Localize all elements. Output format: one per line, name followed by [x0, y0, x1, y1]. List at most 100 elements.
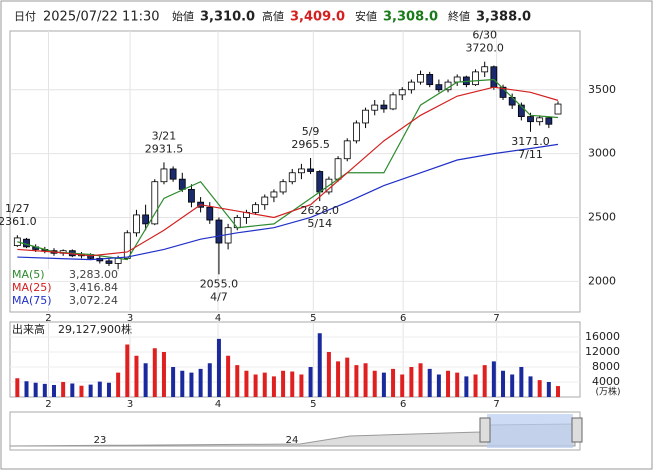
candle-body	[279, 181, 287, 193]
volume-bar	[436, 374, 441, 397]
candle-body	[288, 172, 296, 183]
legend-value: 3,283.00	[69, 268, 118, 281]
candle-body	[307, 168, 314, 172]
x-tick-label: 4	[215, 313, 221, 324]
candle-body	[472, 71, 479, 86]
x-tick-label: 7	[493, 313, 499, 324]
volume-bar	[70, 383, 75, 397]
volume-bar	[51, 385, 56, 397]
candle-body	[554, 103, 562, 115]
candle-body	[352, 122, 360, 142]
candle-body	[233, 217, 241, 229]
volume-bar	[537, 380, 542, 397]
candle-body	[160, 168, 168, 183]
annotation-date: 3/21	[152, 129, 177, 142]
volume-bar	[446, 370, 451, 397]
volume-bar	[271, 376, 276, 397]
volume-bar	[391, 368, 396, 397]
candle-body	[142, 214, 150, 225]
navigator-range[interactable]	[487, 414, 573, 448]
header-low: 3,308.0	[383, 10, 438, 25]
candle-body	[481, 66, 489, 73]
candle-body	[407, 81, 415, 91]
header-label: 高値	[262, 9, 284, 23]
volume-bar	[455, 372, 460, 397]
x-tick-label: 4	[215, 399, 221, 410]
annotation-value: 2965.5	[291, 138, 330, 151]
y-tick-label: 2000	[588, 274, 616, 287]
volume-total: 29,127,900株	[58, 322, 132, 336]
volume-bar	[354, 365, 359, 397]
volume-bar	[326, 352, 331, 397]
volume-bar	[33, 382, 38, 397]
candle-body	[371, 104, 379, 111]
legend-bg	[11, 282, 119, 294]
candle-body	[517, 104, 525, 117]
header-label: 始値	[172, 9, 194, 23]
header-date: 2025/07/22 11:30	[43, 10, 160, 25]
volume-bar	[171, 367, 176, 397]
x-tick-label: 5	[310, 313, 316, 324]
volume-bar	[88, 384, 93, 397]
volume-bar	[244, 370, 249, 397]
candle-body	[536, 117, 544, 123]
annotation-value: 2055.0	[200, 277, 239, 290]
candle-body	[343, 140, 351, 160]
volume-bar	[336, 361, 341, 397]
candle-body	[316, 171, 324, 193]
candle-body	[490, 66, 498, 88]
legend-label: MA(25)	[12, 281, 52, 294]
volume-bar	[143, 363, 148, 397]
volume-bar	[308, 367, 313, 397]
y-tick-label: 3000	[588, 147, 616, 160]
annotation-value: 2361.0	[0, 215, 37, 228]
annotation-value: 2628.0	[300, 204, 339, 217]
price-panel	[9, 30, 581, 313]
volume-bar	[253, 374, 258, 397]
volume-bar	[510, 374, 515, 397]
legend-value: 3,416.84	[69, 281, 118, 294]
volume-bar	[418, 363, 423, 397]
volume-unit: (万株)	[595, 386, 620, 398]
nav-label: 24	[286, 435, 299, 446]
candle-body	[417, 74, 424, 83]
candle-body	[133, 214, 140, 234]
volume-bar	[519, 367, 524, 397]
candle-body	[508, 97, 516, 106]
candle-body	[398, 89, 406, 96]
header-label: 安値	[355, 9, 377, 23]
y-tick-label: 4000	[592, 375, 620, 388]
header-open: 3,310.0	[200, 10, 255, 25]
volume-bar	[262, 372, 267, 397]
legend-bg	[11, 295, 119, 307]
legend-label: MA(5)	[12, 268, 45, 281]
volume-bar	[216, 338, 221, 397]
volume-bar	[198, 368, 203, 397]
candle-body	[499, 86, 507, 98]
annotation-date: 5/9	[302, 125, 320, 138]
volume-bar	[281, 370, 286, 397]
volume-bar	[381, 372, 386, 397]
volume-bar	[116, 372, 121, 397]
candle-body	[169, 168, 177, 180]
candle-body	[453, 76, 461, 83]
x-tick-label: 3	[127, 399, 133, 410]
volume-bar	[161, 352, 166, 397]
annotation-value: 3171.0	[511, 135, 550, 148]
candle-body	[527, 116, 534, 123]
candle-body	[426, 74, 434, 86]
volume-bar	[372, 370, 377, 397]
volume-bar	[134, 355, 139, 397]
navigator-handle[interactable]	[571, 417, 583, 443]
volume-bar	[501, 370, 506, 397]
header-label: 終値	[448, 9, 470, 23]
ma-line	[17, 143, 559, 261]
navigator-handle[interactable]	[479, 417, 491, 443]
legend-value: 3,072.24	[69, 294, 118, 307]
volume-bar	[226, 355, 231, 397]
candle-body	[215, 219, 223, 244]
volume-bar	[528, 376, 533, 397]
volume-title: 出来高	[12, 322, 45, 336]
volume-bar	[207, 363, 212, 397]
